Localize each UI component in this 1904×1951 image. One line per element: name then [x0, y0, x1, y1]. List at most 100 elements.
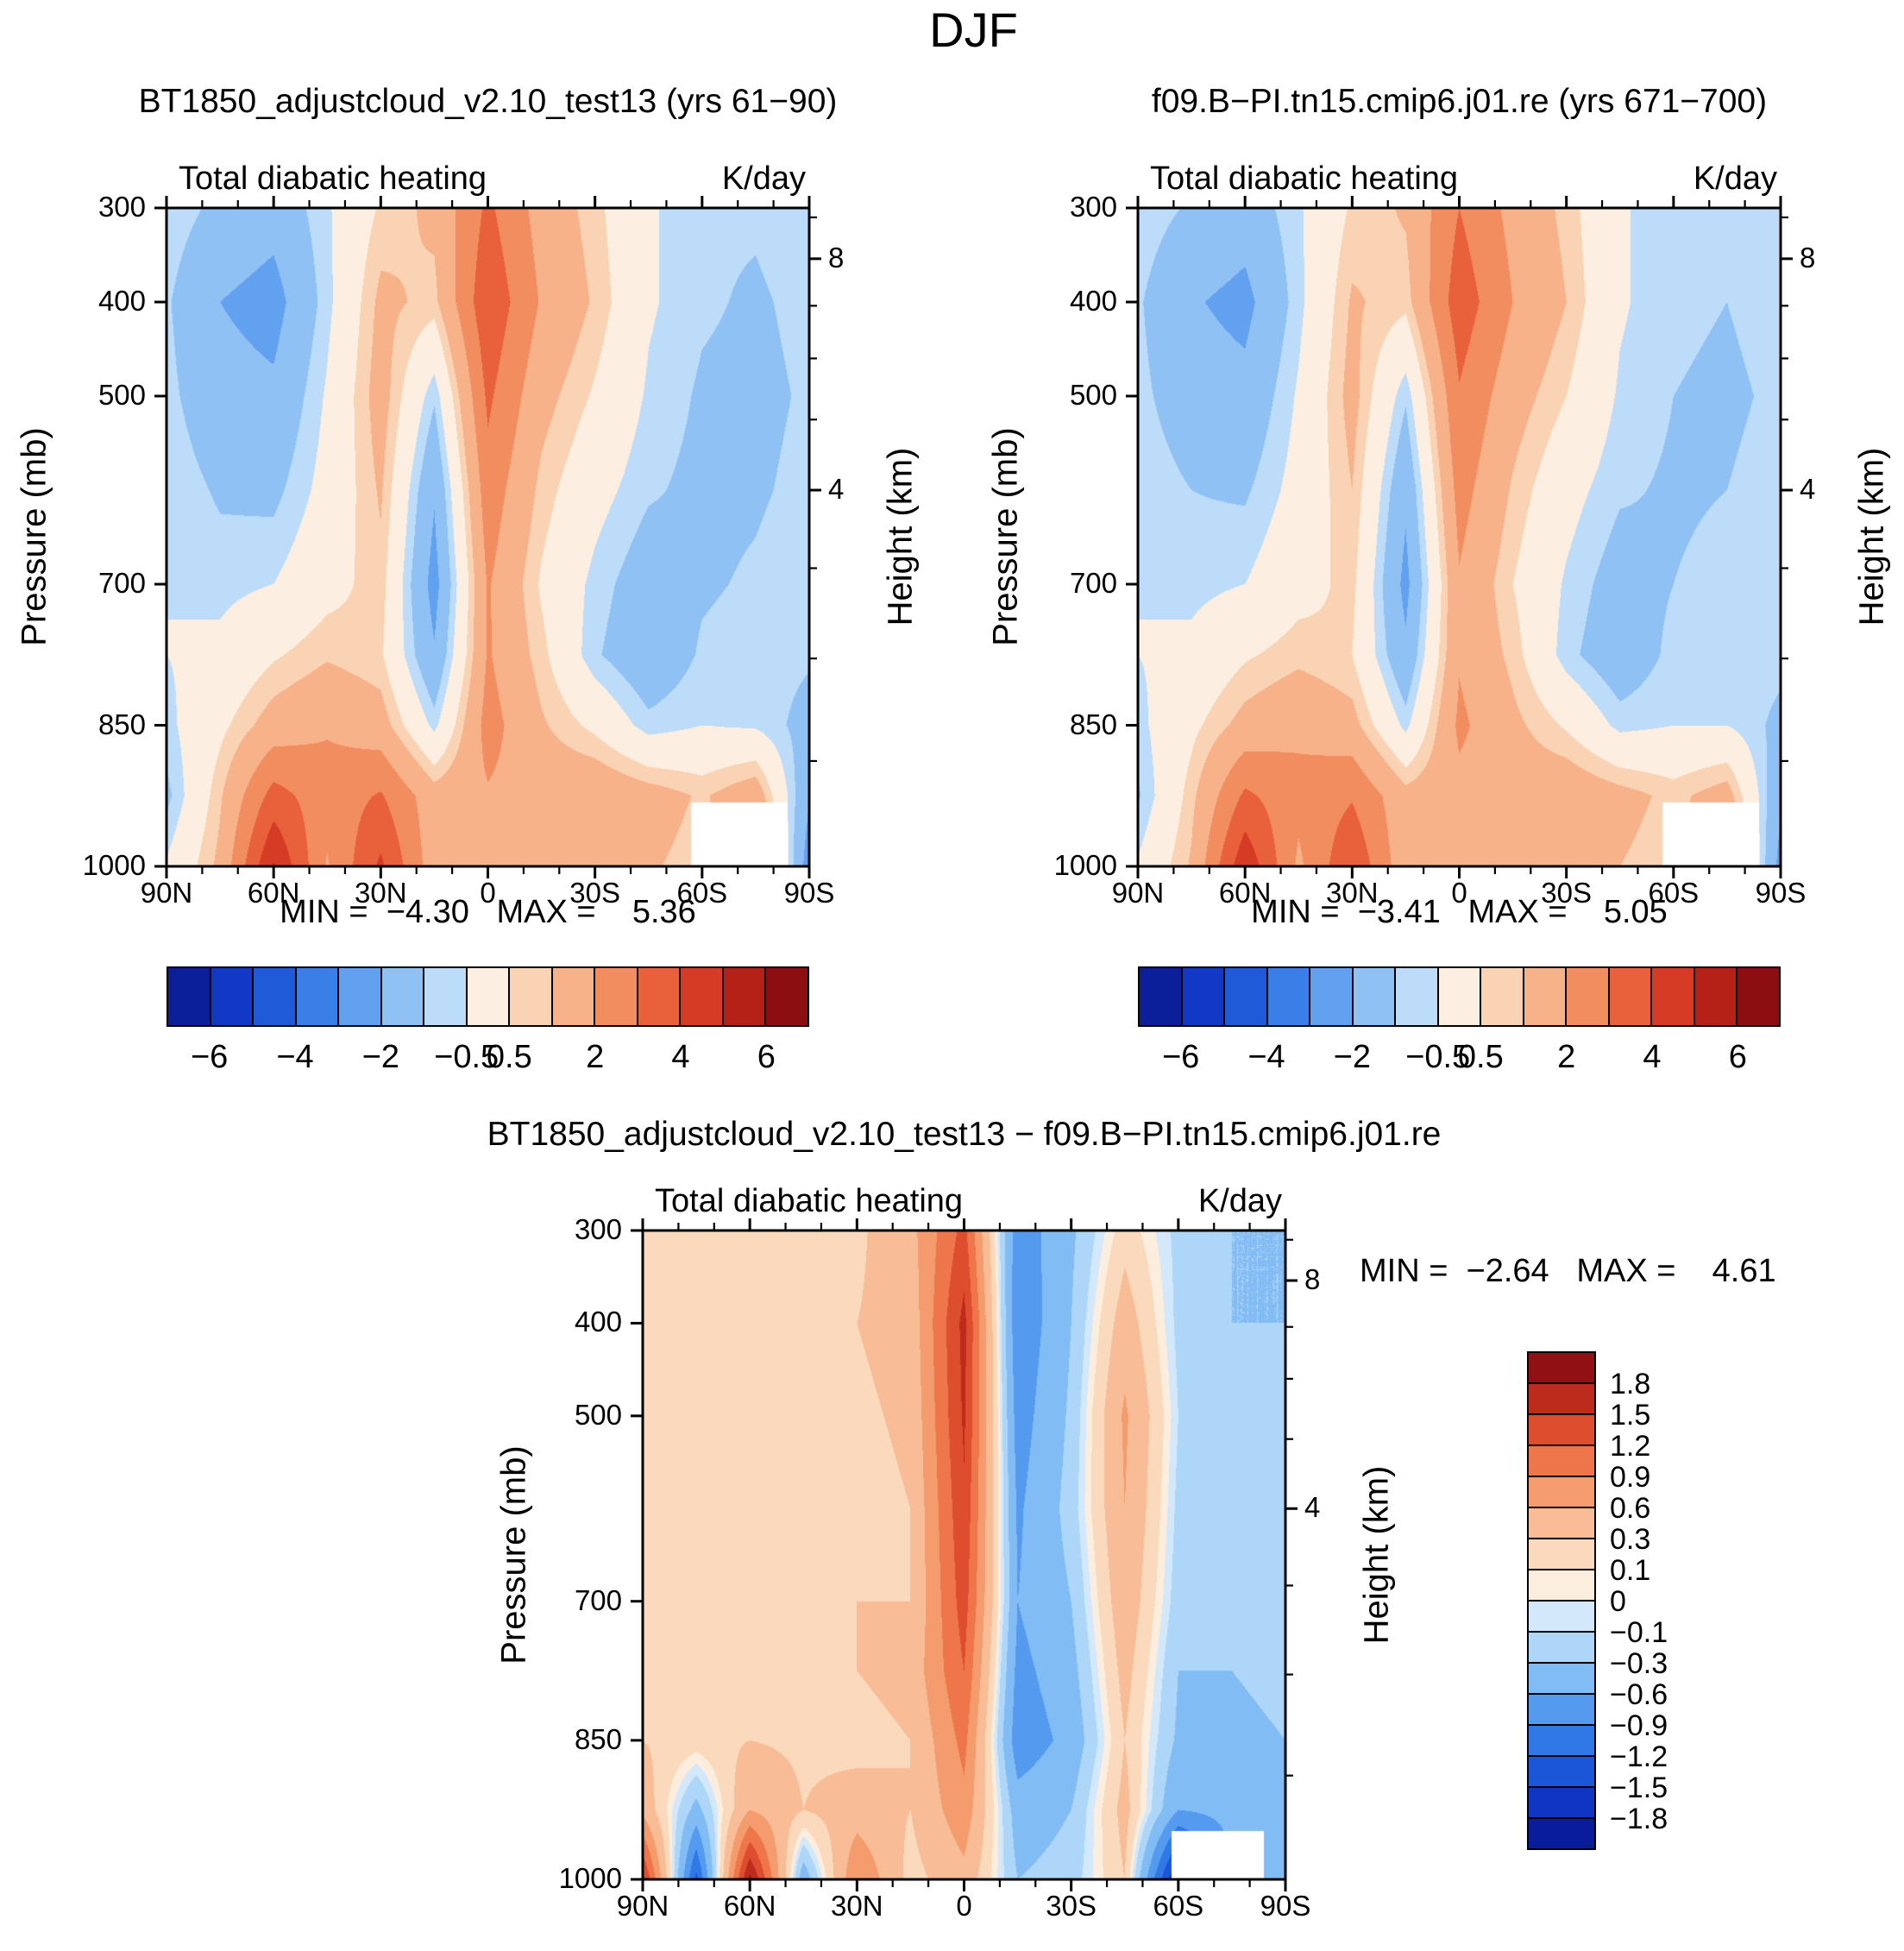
colorbar-cell — [209, 966, 254, 1027]
pressure-tick-label: 850 — [574, 1722, 622, 1755]
pressure-axis-title: Pressure (mb) — [986, 427, 1025, 646]
lat-tick-label: 90S — [1755, 877, 1807, 909]
colorbar-tick-label: −4 — [1247, 1039, 1285, 1075]
colorbar-cell — [465, 966, 511, 1027]
contour-field-canvas — [643, 1230, 1285, 1879]
colorbar-cell — [1527, 1382, 1596, 1415]
lat-tick-label: 60N — [247, 877, 300, 909]
colorbar-cell — [636, 966, 682, 1027]
colorbar-tick-label: −6 — [190, 1039, 229, 1075]
colorbar-cell — [1527, 1817, 1596, 1850]
panel-title: BT1850_adjustcloud_v2.10_test13 − f09.B−… — [487, 1116, 1442, 1153]
colorbar-cell — [1693, 966, 1738, 1027]
lat-tick-label: 90N — [140, 877, 193, 909]
pressure-tick-label: 700 — [574, 1583, 622, 1616]
contour-field-canvas — [1138, 208, 1781, 866]
colorbar-tick-label: −0.3 — [1610, 1647, 1668, 1680]
pressure-tick-label: 500 — [574, 1398, 622, 1431]
lat-tick-label: 60S — [1153, 1890, 1204, 1922]
colorbar-tick-label: −1.2 — [1610, 1740, 1668, 1773]
colorbar-cell — [1527, 1351, 1596, 1384]
units-label: K/day — [1197, 1183, 1282, 1219]
colorbar-tick-label: 1.5 — [1610, 1399, 1651, 1432]
height-tick-label: 8 — [828, 241, 845, 274]
units-label: K/day — [1693, 160, 1777, 197]
stats-line: MIN = −3.41 MAX = 5.05 — [1251, 894, 1668, 930]
lat-tick-label: 90S — [1260, 1890, 1311, 1922]
pressure-tick-label: 500 — [97, 379, 146, 411]
panel-subtitle-row: Total diabatic heating K/day — [643, 1183, 1285, 1220]
pressure-tick-label: 700 — [97, 567, 146, 599]
lat-tick-label: 60N — [723, 1890, 776, 1922]
colorbar-cell — [1527, 1413, 1596, 1446]
colorbar-cell — [1650, 966, 1695, 1027]
colorbar-cell — [1266, 966, 1311, 1027]
lat-tick-label: 0 — [480, 877, 496, 909]
colorbar-tick-label: 0.1 — [1610, 1554, 1651, 1587]
colorbar-cell — [1736, 966, 1781, 1027]
colorbar-tick-label: −0.5 — [1405, 1039, 1471, 1075]
colorbar-tick-label: −0.6 — [1610, 1678, 1668, 1711]
colorbar-cell — [1527, 1600, 1596, 1633]
variable-label: Total diabatic heating — [1150, 160, 1459, 197]
colorbar-cell — [1223, 966, 1268, 1027]
lat-tick-label: 30S — [569, 877, 621, 909]
stats-line: MIN = −2.64 MAX = 4.61 — [1360, 1253, 1776, 1289]
height-axis-title: Height (km) — [1852, 447, 1891, 626]
colorbar-cell — [252, 966, 297, 1027]
colorbar-cell — [1138, 966, 1183, 1027]
colorbar-tick-label: 2 — [1557, 1039, 1576, 1075]
colorbar-cell — [1527, 1724, 1596, 1757]
colorbar-tick-label: 0.6 — [1610, 1492, 1651, 1525]
height-axis-title: Height (km) — [1357, 1465, 1396, 1645]
colorbar-tick-label: 0.3 — [1610, 1523, 1651, 1556]
colorbar-tick-label: −2 — [361, 1039, 399, 1075]
colorbar-tick-label: 6 — [757, 1039, 776, 1075]
pressure-tick-label: 400 — [97, 285, 146, 317]
colorbar-tick-label: 1.2 — [1610, 1430, 1651, 1463]
axes-frame — [1126, 196, 1793, 878]
colorbar-tick-label: −6 — [1161, 1039, 1200, 1075]
colorbar-cell — [380, 966, 425, 1027]
colorbar — [167, 966, 809, 1027]
colorbar-cell — [1309, 966, 1354, 1027]
colorbar-tick-label: 6 — [1728, 1039, 1747, 1075]
pressure-axis-title: Pressure (mb) — [15, 427, 53, 646]
lat-tick-label: 90N — [616, 1890, 669, 1922]
pressure-tick-label: 300 — [97, 191, 146, 223]
lat-tick-label: 90S — [783, 877, 835, 909]
colorbar — [1138, 966, 1781, 1027]
pressure-tick-label: 400 — [574, 1306, 622, 1338]
colorbar-cell — [1527, 1507, 1596, 1539]
panel-title: BT1850_adjustcloud_v2.10_test13 (yrs 61−… — [138, 83, 838, 120]
colorbar-tick-label: 0.5 — [1457, 1039, 1504, 1075]
colorbar-cell — [1527, 1786, 1596, 1819]
colorbar-cell — [1527, 1444, 1596, 1477]
pressure-tick-label: 1000 — [82, 849, 146, 881]
lat-tick-label: 30N — [1326, 877, 1379, 909]
colorbar-cell — [550, 966, 596, 1027]
colorbar-cell — [294, 966, 340, 1027]
colorbar-tick-label: 4 — [1643, 1039, 1662, 1075]
pressure-tick-label: 1000 — [1053, 849, 1117, 881]
height-tick-label: 4 — [1304, 1491, 1321, 1524]
lat-tick-label: 30S — [1046, 1890, 1097, 1922]
colorbar-cell — [1607, 966, 1653, 1027]
axes-frame — [631, 1218, 1298, 1891]
colorbar-cell — [1436, 966, 1482, 1027]
contour-field-canvas — [167, 208, 809, 866]
lat-tick-label: 30N — [355, 877, 407, 909]
colorbar-cell — [1527, 1693, 1596, 1726]
stats-line: MIN = −4.30 MAX = 5.36 — [280, 894, 696, 930]
colorbar-tick-label: −4 — [276, 1039, 314, 1075]
colorbar-cell — [1527, 1476, 1596, 1508]
panel-subtitle-row: Total diabatic heating K/day — [1138, 160, 1781, 198]
colorbar-tick-label: −1.8 — [1610, 1803, 1668, 1835]
colorbar-cell — [1394, 966, 1439, 1027]
variable-label: Total diabatic heating — [655, 1183, 964, 1219]
lat-tick-label: 0 — [956, 1890, 972, 1922]
colorbar-cell — [1522, 966, 1568, 1027]
height-tick-label: 4 — [1800, 473, 1816, 505]
pressure-tick-label: 850 — [1069, 708, 1117, 740]
colorbar-cell — [337, 966, 382, 1027]
